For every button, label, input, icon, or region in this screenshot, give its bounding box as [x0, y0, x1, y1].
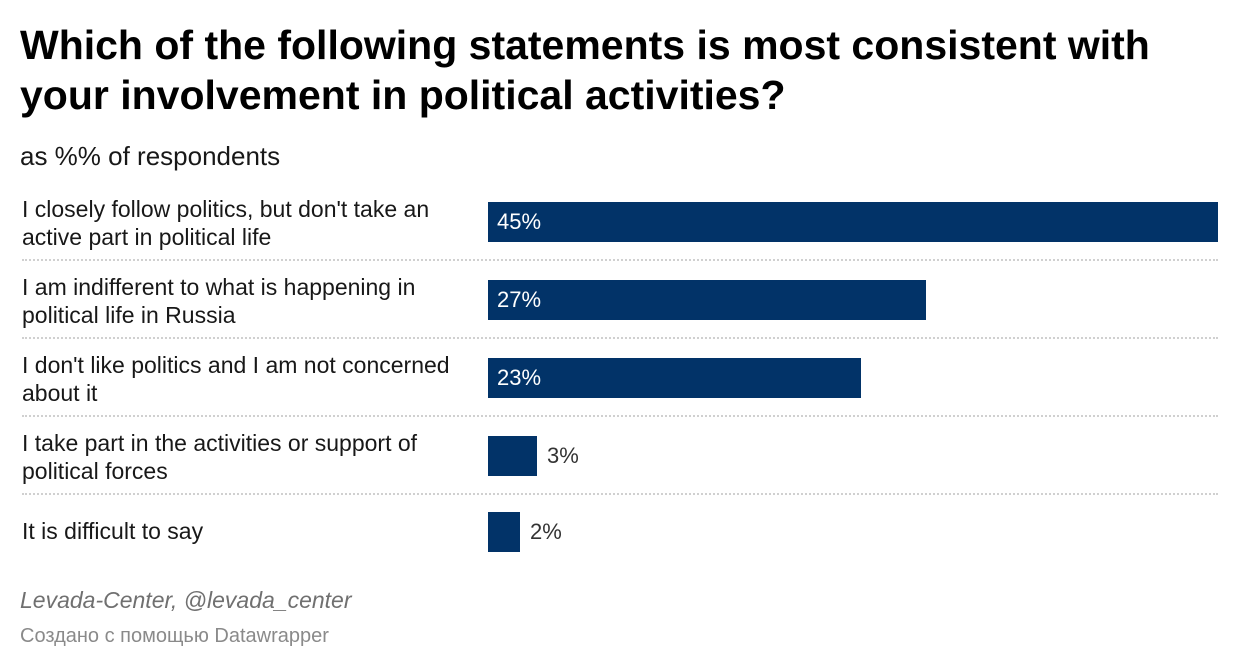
bar-row: I am indifferent to what is happening in… [22, 273, 1218, 339]
bar [488, 202, 1218, 242]
row-divider [22, 415, 1218, 417]
bar-value-label: 27% [497, 287, 542, 312]
bar-row: I closely follow politics, but don't tak… [22, 195, 1218, 261]
row-divider [22, 337, 1218, 339]
category-label: I don't like politics and I am not conce… [22, 352, 450, 406]
category-label: It is difficult to say [22, 518, 204, 544]
category-label: I closely follow politics, but don't tak… [22, 196, 430, 250]
bar [488, 280, 926, 320]
chart-title: Which of the following statements is mos… [20, 22, 1150, 118]
row-divider [22, 493, 1218, 495]
bar-value-label: 23% [497, 365, 542, 390]
category-label: I am indifferent to what is happening in… [22, 274, 416, 328]
source-note: Levada-Center, @levada_center [20, 587, 352, 613]
row-divider [22, 259, 1218, 261]
bar [488, 358, 861, 398]
bar-value-label: 45% [497, 209, 542, 234]
bar [488, 436, 537, 476]
bar-value-label: 2% [530, 519, 562, 544]
bar-value-label: 3% [547, 443, 579, 468]
bar-row: It is difficult to say 2% [22, 501, 1218, 555]
bar-row: I don't like politics and I am not conce… [22, 351, 1218, 417]
bar-row: I take part in the activities or support… [22, 429, 1218, 495]
chart-subtitle: as %% of respondents [20, 141, 281, 171]
category-label: I take part in the activities or support… [22, 430, 418, 484]
bar [488, 512, 520, 552]
credit-note: Создано с помощью Datawrapper [20, 625, 329, 647]
